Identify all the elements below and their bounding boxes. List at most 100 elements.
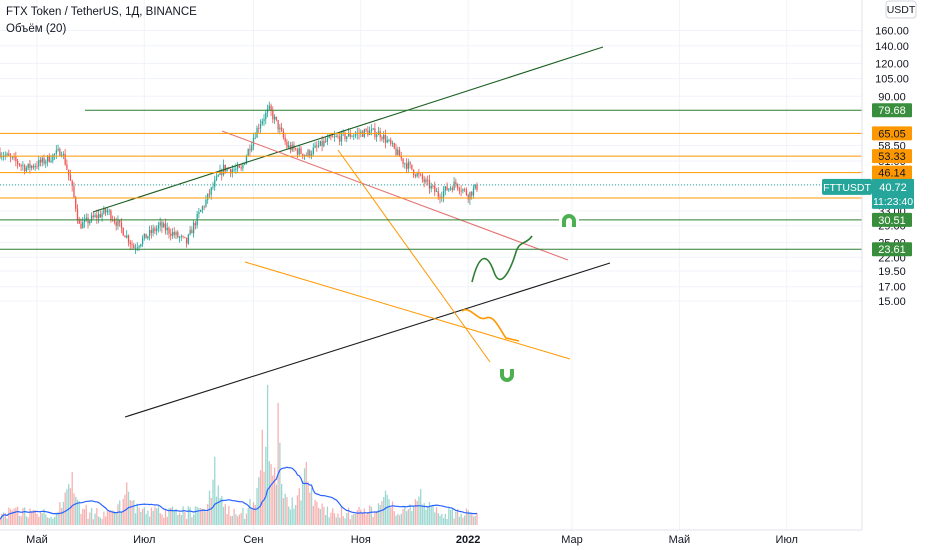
candle-body	[346, 136, 348, 139]
candle-body	[409, 162, 411, 165]
candle-body	[416, 173, 418, 177]
candle-body	[319, 140, 322, 146]
volume-bar	[398, 515, 401, 525]
volume-bar	[319, 509, 322, 525]
candle-body	[449, 187, 452, 189]
level-badge	[872, 126, 912, 141]
volume-bar	[48, 518, 50, 525]
volume-bar	[263, 471, 265, 525]
volume-bar	[405, 511, 408, 525]
currency-button-frame	[885, 0, 917, 19]
volume-bar	[351, 514, 353, 525]
volume-bar	[152, 510, 154, 525]
candle-body	[189, 229, 191, 235]
level-badge-label: 53.33	[878, 151, 906, 163]
candle-body	[298, 148, 300, 155]
volume-bar	[407, 509, 410, 525]
level-badge-label: 79.68	[878, 105, 906, 117]
volume-bar	[200, 507, 202, 525]
candle-body	[0, 152, 1, 158]
candle-body	[310, 153, 313, 156]
candle-body	[152, 228, 154, 234]
volume-bar	[284, 493, 286, 525]
volume-bar	[395, 515, 397, 525]
volume-indicator-label[interactable]: Объём (20)	[6, 23, 67, 35]
volume-bar	[330, 512, 332, 525]
volume-bar	[437, 513, 439, 525]
volume-bar	[425, 509, 427, 525]
level-badge	[872, 103, 912, 118]
volume-bar	[439, 515, 441, 525]
countdown-label: 11:23:40	[873, 196, 913, 208]
candle-body	[57, 148, 59, 151]
candle-body	[425, 179, 427, 183]
level-badge	[872, 165, 912, 180]
candle-body	[251, 145, 253, 151]
candle-body	[53, 153, 56, 155]
candle-body	[103, 208, 105, 214]
volume-bar	[369, 505, 371, 525]
volume-bar	[273, 467, 276, 525]
volume-bar	[214, 456, 216, 525]
volume-bar	[1, 513, 3, 525]
volume-bar	[453, 518, 455, 525]
volume-bar	[185, 519, 188, 525]
candle-body	[432, 185, 434, 187]
candle-body	[39, 159, 42, 163]
candle-body	[314, 145, 316, 148]
volume-bar	[215, 496, 218, 525]
volume-bar	[53, 516, 56, 525]
candle-body	[96, 215, 98, 218]
candle-body	[474, 184, 476, 189]
volume-bar	[96, 508, 98, 525]
candle-body	[89, 220, 91, 224]
candle-body	[101, 213, 103, 218]
volume-bar	[82, 508, 84, 525]
volume-bar	[76, 499, 79, 525]
candle-body	[439, 196, 441, 198]
volume-bar	[356, 510, 358, 525]
volume-bar	[226, 514, 228, 525]
volume-bar	[340, 506, 343, 525]
last-price-box	[872, 178, 914, 209]
volume-bar	[117, 504, 119, 525]
candle-body	[249, 149, 251, 151]
volume-bar	[367, 512, 369, 525]
candle-body	[124, 235, 126, 238]
volume-bar	[171, 506, 174, 525]
candle-body	[465, 189, 468, 195]
candle-body	[245, 156, 248, 164]
volume-bar	[457, 508, 459, 525]
candle-body	[24, 165, 26, 172]
candle-body	[55, 150, 58, 154]
candle-body	[164, 223, 167, 231]
candle-body	[340, 132, 343, 142]
currency-button[interactable]: USDT	[885, 0, 917, 19]
candle-body	[279, 127, 281, 130]
level-badge-label: 46.14	[878, 168, 906, 180]
candle-body	[115, 222, 117, 226]
candle-body	[467, 194, 469, 200]
volume-bar	[71, 471, 73, 525]
volume-bar	[191, 517, 193, 525]
candle-body	[92, 215, 94, 217]
candle-body	[43, 157, 45, 164]
candle-body	[8, 153, 10, 156]
candle-body	[244, 163, 246, 165]
candle-body	[78, 219, 80, 224]
volume-bar	[474, 515, 476, 525]
candle-body	[240, 167, 242, 169]
candle-body	[83, 219, 86, 223]
candle-body	[85, 217, 87, 220]
volume-bar	[347, 507, 350, 525]
volume-bar	[261, 429, 263, 525]
volume-bar	[119, 500, 121, 525]
candle-body	[131, 244, 133, 246]
candle-body	[307, 150, 309, 156]
candle-body	[129, 242, 131, 245]
candle-body	[277, 120, 279, 130]
volume-bar	[184, 512, 186, 525]
volume-bar	[286, 497, 288, 525]
volume-bar	[379, 504, 381, 525]
